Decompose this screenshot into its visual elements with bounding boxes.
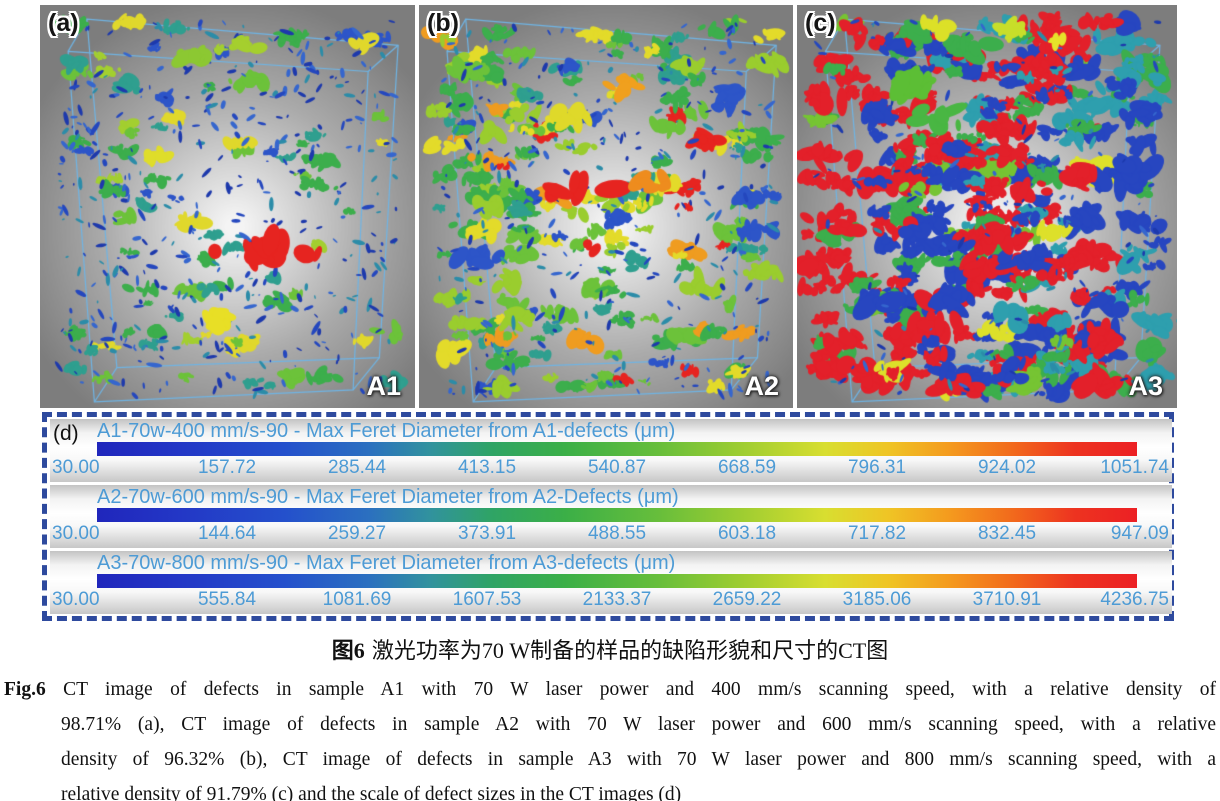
- ct-render-a2: [419, 5, 793, 408]
- ct-panel-a3: (c) A3: [797, 5, 1177, 408]
- ct-panels-row: (a) A1 (b) A2 (c) A3: [40, 5, 1177, 408]
- colorbar-strip-a1: A1-70w-400 mm/s-90 - Max Feret Diameter …: [50, 419, 1172, 482]
- tick-value: 30.00: [52, 589, 100, 610]
- tick-value: 3185.06: [842, 589, 912, 610]
- tick-value: 947.09: [1110, 523, 1169, 544]
- panel-corner-label-d: (d): [53, 422, 79, 445]
- caption-en-line2: 98.71% (a), CT image of defects in sampl…: [61, 714, 1216, 735]
- ct-render-a3: [797, 5, 1177, 408]
- tick-value: 540.87: [587, 457, 647, 478]
- colorbar-strip-a3: A3-70w-800 mm/s-90 - Max Feret Diameter …: [50, 551, 1172, 614]
- tick-value: 1607.53: [452, 589, 522, 610]
- caption-en-line4: relative density of 91.79% (c) and the s…: [61, 784, 682, 801]
- tick-value: 1081.69: [322, 589, 392, 610]
- colorbar-gradient-a1: [97, 442, 1137, 456]
- ct-panel-a2: (b) A2: [419, 5, 793, 408]
- tick-value: 157.72: [197, 457, 257, 478]
- tick-value: 603.18: [717, 523, 777, 544]
- tick-value: 144.64: [197, 523, 257, 544]
- caption-zh-figure-number: 图6: [331, 638, 365, 663]
- tick-value: 259.27: [327, 523, 387, 544]
- tick-value: 413.15: [457, 457, 517, 478]
- caption-en-line3: density of 96.32% (b), CT image of defec…: [61, 749, 1216, 770]
- colorbar-title-a2: A2-70w-600 mm/s-90 - Max Feret Diameter …: [97, 486, 679, 508]
- ct-panel-a1: (a) A1: [40, 5, 415, 408]
- colorbar-ticks-a1: 30.00 157.72 285.44 413.15 540.87 668.59…: [50, 456, 1172, 481]
- tick-value: 555.84: [197, 589, 257, 610]
- tick-value: 30.00: [52, 523, 100, 544]
- tick-value: 832.45: [977, 523, 1037, 544]
- tick-value: 2659.22: [712, 589, 782, 610]
- panel-corner-label-a: (a): [48, 9, 79, 37]
- colorbar-gradient-a2: [97, 508, 1137, 522]
- tick-value: 373.91: [457, 523, 517, 544]
- tick-value: 30.00: [52, 457, 100, 478]
- sample-label-a1: A1: [366, 371, 401, 401]
- caption-zh-text: 激光功率为70 W制备的样品的缺陷形貌和尺寸的CT图: [371, 638, 889, 663]
- tick-value: 4236.75: [1100, 589, 1169, 610]
- colorbar-gradient-a3: [97, 574, 1137, 588]
- tick-value: 1051.74: [1100, 457, 1169, 478]
- colorbar-strip-a2: A2-70w-600 mm/s-90 - Max Feret Diameter …: [50, 485, 1172, 548]
- caption-english: Fig.6 CT image of defects in sample A1 w…: [4, 672, 1216, 801]
- caption-chinese: 图6 激光功率为70 W制备的样品的缺陷形貌和尺寸的CT图: [0, 633, 1220, 665]
- ct-render-a1: [40, 5, 415, 408]
- panel-corner-label-c: (c): [805, 9, 836, 37]
- tick-value: 717.82: [847, 523, 907, 544]
- colorbar-ticks-a2: 30.00 144.64 259.27 373.91 488.55 603.18…: [50, 522, 1172, 547]
- tick-value: 2133.37: [582, 589, 652, 610]
- caption-en-line1: Fig.6 CT image of defects in sample A1 w…: [4, 672, 1216, 707]
- tick-value: 668.59: [717, 457, 777, 478]
- colorbar-ticks-a3: 30.00 555.84 1081.69 1607.53 2133.37 265…: [50, 588, 1172, 613]
- tick-value: 488.55: [587, 523, 647, 544]
- tick-value: 285.44: [327, 457, 387, 478]
- defect-scale-box: (d) A1-70w-400 mm/s-90 - Max Feret Diame…: [42, 412, 1174, 621]
- tick-value: 796.31: [847, 457, 907, 478]
- caption-en-line1-text: CT image of defects in sample A1 with 70…: [63, 679, 1217, 700]
- tick-value: 3710.91: [972, 589, 1042, 610]
- sample-label-a3: A3: [1128, 371, 1163, 401]
- tick-value: 924.02: [977, 457, 1037, 478]
- caption-en-figure-number: Fig.6: [4, 679, 46, 700]
- sample-label-a2: A2: [744, 371, 779, 401]
- panel-corner-label-b: (b): [427, 9, 459, 37]
- colorbar-title-a3: A3-70w-800 mm/s-90 - Max Feret Diameter …: [97, 552, 676, 574]
- colorbar-title-a1: A1-70w-400 mm/s-90 - Max Feret Diameter …: [97, 420, 676, 442]
